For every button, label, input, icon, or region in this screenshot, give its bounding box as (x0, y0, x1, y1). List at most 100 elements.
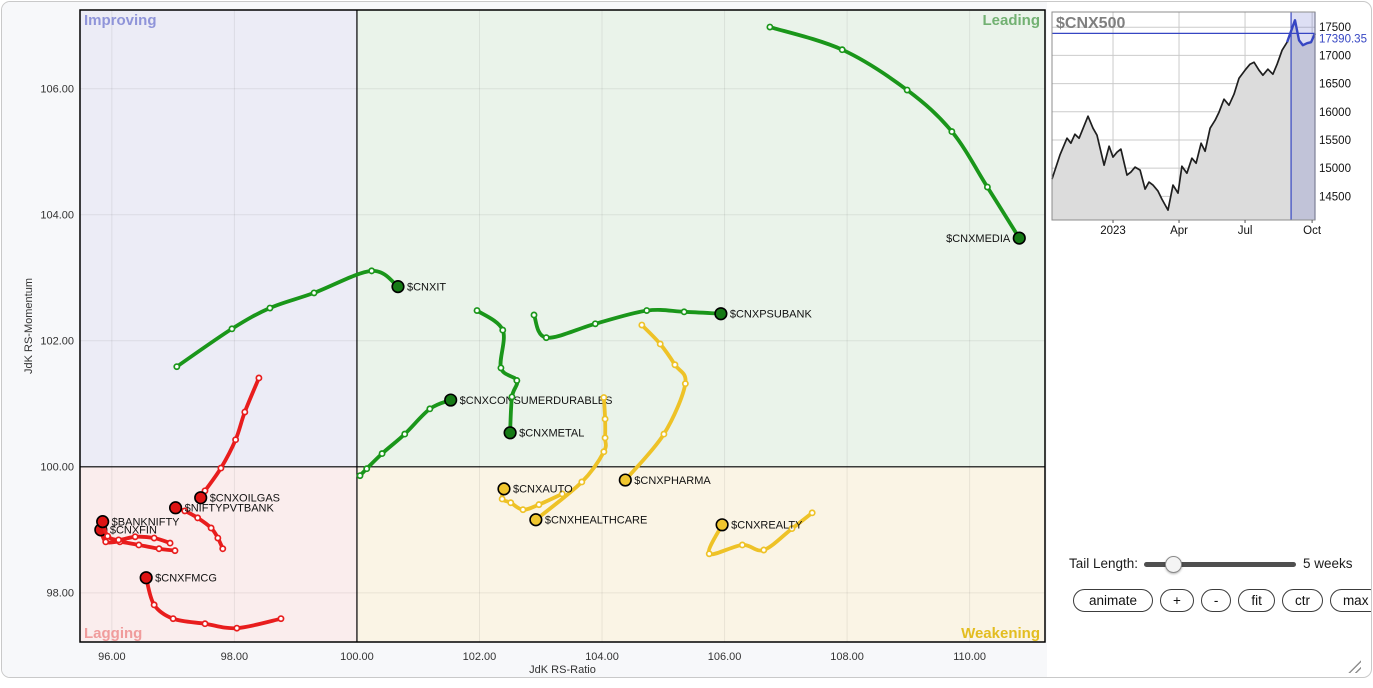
controls-panel: Tail Length: 5 weeks animate + - fit ctr… (2, 2, 1371, 677)
series-label-CNXREALTY: $CNXREALTY (731, 520, 803, 532)
price-line (1051, 27, 1293, 211)
series-CNXMEDIA[interactable]: $CNXMEDIA (766, 23, 1026, 245)
tail-point (948, 128, 956, 136)
tail-point (104, 532, 112, 540)
series-label-CNXPSUBANK: $CNXPSUBANK (730, 309, 813, 321)
tail-point (135, 541, 143, 549)
tail-point (705, 550, 713, 558)
tail-point (277, 615, 285, 623)
series-CNXAUTO[interactable]: $CNXAUTO (497, 482, 573, 514)
series-label-BANKNIFTY: $BANKNIFTY (112, 516, 181, 528)
tail-point (115, 536, 123, 544)
tail-point (150, 534, 158, 542)
series-label-CNXOILGAS: $CNXOILGAS (210, 493, 280, 505)
tail-point (660, 430, 668, 438)
head-marker-CNXFMCG[interactable] (139, 571, 153, 585)
series-label-CNXCONSUMERDURABLES: $CNXCONSUMERDURABLES (460, 395, 613, 407)
series-NIFTYPVTBANK[interactable]: $NIFTYPVTBANK (168, 501, 275, 553)
fit-button[interactable]: fit (1238, 589, 1275, 612)
tail-length-slider[interactable] (1144, 556, 1296, 573)
tail-point (173, 363, 181, 371)
series-CNXCONSUMERDURABLES[interactable]: $CNXCONSUMERDURABLES (356, 393, 613, 480)
tail-point (760, 546, 768, 554)
series-CNXFMCG[interactable]: $CNXFMCG (139, 571, 285, 632)
tail-point (601, 434, 609, 442)
zoom-out-button[interactable]: - (1200, 589, 1232, 612)
mini-x-tick-label: Jul (1238, 225, 1253, 237)
tail-point (903, 86, 911, 94)
head-marker-CNXAUTO[interactable] (497, 482, 511, 496)
rrg-plot[interactable]: Improving Leading Lagging Weakening 96.00 98.… (23, 9, 1046, 676)
head-marker-CNXPHARMA[interactable] (618, 473, 632, 487)
series-CNXHEALTHCARE[interactable]: $CNXHEALTHCARE (529, 394, 647, 527)
tail-point (600, 448, 608, 456)
quadrant-improving (80, 10, 357, 467)
head-marker-CNXMETAL[interactable] (503, 426, 517, 440)
series-label-CNXFMCG: $CNXFMCG (155, 573, 217, 585)
tail-length-label: Tail Length: (1069, 556, 1139, 571)
series-CNXMETAL[interactable]: $CNXMETAL (473, 307, 584, 440)
mini-x-tick-label: Oct (1303, 225, 1322, 237)
tail-point (507, 499, 515, 507)
head-marker-CNXREALTY[interactable] (715, 518, 729, 532)
series-label-CNXIT: $CNXIT (407, 281, 446, 293)
quadrant-label-leading: Leading (982, 12, 1040, 29)
tail-point (591, 320, 599, 328)
series-CNXIT[interactable]: $CNXIT (173, 267, 446, 371)
tail-point (473, 307, 481, 315)
quadrant-lagging (80, 466, 357, 642)
tail-point (808, 509, 816, 517)
tail-length-slider-handle[interactable] (1165, 556, 1182, 573)
tail-point (131, 533, 139, 541)
head-marker-CNXPSUBANK[interactable] (714, 307, 728, 321)
tail-point (171, 547, 179, 555)
head-marker-CNXCONSUMERDURABLES[interactable] (444, 393, 458, 407)
mini-y-tick-label: 17000 (1319, 50, 1351, 62)
tail-point (363, 465, 371, 473)
y-tick-label: 106.00 (40, 83, 74, 95)
tail-point (266, 304, 274, 312)
x-tick-label: 106.00 (708, 651, 742, 663)
tail-point (499, 326, 507, 334)
tail-point (228, 325, 236, 333)
mini-chart[interactable]: $CNX500 14500 15000 15500 16000 16500 17000 175… (1051, 11, 1367, 237)
tail-point (169, 615, 177, 623)
rrg-and-price-charts[interactable]: Improving Leading Lagging Weakening 96.00 98.… (2, 2, 1372, 677)
series-CNXPSUBANK[interactable]: $CNXPSUBANK (530, 307, 813, 342)
animate-button[interactable]: animate (1073, 589, 1154, 612)
mini-y-tick-label: 16500 (1319, 79, 1351, 91)
tail-point (788, 525, 796, 533)
series-CNXPHARMA[interactable]: $CNXPHARMA (618, 321, 712, 487)
head-marker-BANKNIFTY[interactable] (96, 515, 110, 529)
head-marker-NIFTYPVTBANK[interactable] (168, 501, 183, 515)
tail-point (680, 308, 688, 316)
series-CNXREALTY[interactable]: $CNXREALTY (705, 509, 816, 558)
tail-point (513, 377, 521, 384)
series-label-CNXMEDIA: $CNXMEDIA (946, 233, 1011, 245)
y-tick-label: 98.00 (46, 587, 74, 599)
series-BANKNIFTY[interactable]: $BANKNIFTY (96, 515, 181, 547)
mini-plot-border (1051, 11, 1316, 221)
y-tick-label: 102.00 (40, 335, 74, 347)
tail-point (181, 507, 189, 515)
center-button[interactable]: ctr (1281, 589, 1323, 612)
zoom-in-button[interactable]: + (1160, 589, 1194, 612)
y-axis-title: JdK RS-Momentum (23, 278, 35, 374)
head-marker-CNXHEALTHCARE[interactable] (529, 513, 543, 527)
quadrant-leading (356, 10, 1045, 467)
series-CNXOILGAS[interactable]: $CNXOILGAS (194, 374, 280, 505)
head-marker-CNXIT[interactable] (391, 280, 405, 294)
tail-point (155, 545, 163, 553)
maximize-button[interactable]: max (1329, 589, 1371, 612)
series-label-CNXAUTO: $CNXAUTO (513, 484, 573, 496)
tail-point (535, 501, 543, 509)
head-marker-CNXOILGAS[interactable] (194, 491, 208, 505)
quadrant-label-weakening: Weakening (961, 625, 1040, 642)
mini-x-tick-label: Apr (1170, 225, 1188, 237)
series-label-CNXFIN: $CNXFIN (110, 525, 157, 537)
tail-point (681, 380, 689, 388)
series-CNXFIN[interactable]: $CNXFIN (94, 523, 179, 555)
head-marker-CNXMEDIA[interactable] (1012, 231, 1026, 245)
tail-point (643, 307, 651, 315)
